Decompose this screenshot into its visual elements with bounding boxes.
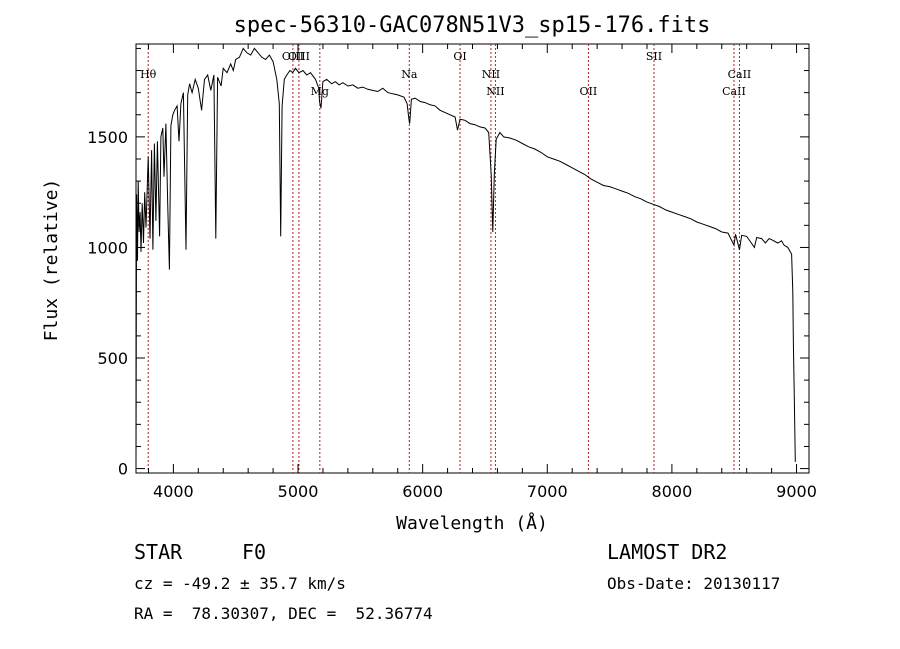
marker-label: NII: [482, 68, 500, 81]
y-tick-label: 1500: [87, 128, 128, 147]
x-tick-label: 6000: [402, 482, 443, 501]
object-class: STAR: [134, 540, 183, 564]
y-tick-label: 500: [97, 349, 128, 368]
x-axis-label: Wavelength (Å): [396, 512, 548, 534]
marker-label: CaII: [722, 85, 746, 98]
y-tick-label: 1000: [87, 238, 128, 257]
y-tick-label: 0: [118, 460, 128, 479]
marker-label: OII: [580, 85, 598, 98]
coordinates: RA = 78.30307, DEC = 52.36774: [134, 604, 433, 623]
marker-label: NII: [486, 85, 504, 98]
marker-label: SII: [646, 50, 662, 63]
chart-title: spec-56310-GAC078N51V3_sp15-176.fits: [234, 13, 711, 38]
x-tick-label: 4000: [153, 482, 194, 501]
x-tick-label: 8000: [652, 482, 693, 501]
spectral-subclass: F0: [242, 540, 267, 564]
x-tick-label: 5000: [278, 482, 319, 501]
marker-label: Mg: [311, 85, 329, 98]
spectrum-line: [135, 47, 796, 462]
marker-label: OI: [453, 50, 466, 63]
plot-frame: [135, 43, 810, 474]
redshift-velocity: cz = -49.2 ± 35.7 km/s: [134, 574, 346, 593]
observation-date: Obs-Date: 20130117: [607, 574, 781, 593]
marker-label: CaII: [728, 68, 752, 81]
x-tick-label: 7000: [527, 482, 568, 501]
marker-label: Na: [401, 68, 418, 81]
marker-label: OIII: [288, 50, 310, 63]
x-tick-label: 9000: [776, 482, 817, 501]
survey-name: LAMOST DR2: [607, 540, 728, 564]
y-axis-label: Flux (relative): [41, 179, 62, 342]
marker-label: Hθ: [140, 68, 157, 81]
